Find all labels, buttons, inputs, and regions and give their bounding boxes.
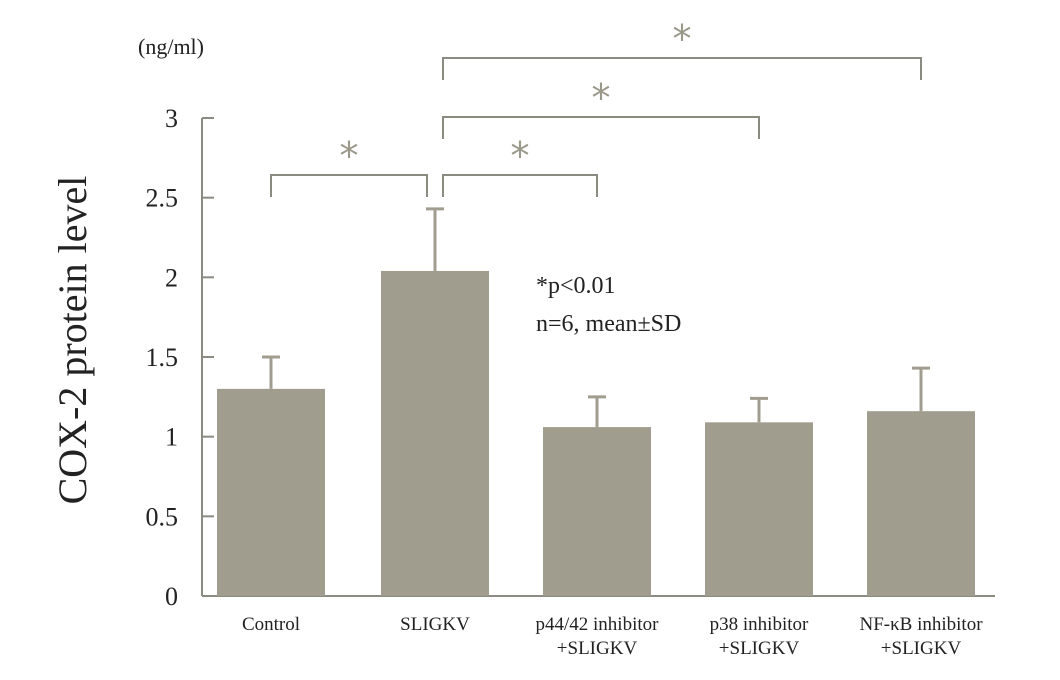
significance-star: *	[511, 134, 530, 178]
significance-star: *	[592, 76, 611, 120]
y-tick-label: 1	[165, 423, 178, 452]
significance-bracket	[442, 174, 598, 197]
x-tick-label: +SLIGKV	[719, 638, 800, 659]
x-tick-label: p38 inhibitor	[710, 614, 809, 635]
x-tick-label: Control	[242, 614, 300, 635]
significance-bracket	[442, 57, 922, 80]
bar	[217, 388, 325, 596]
significance-bracket	[270, 174, 428, 197]
bar	[867, 411, 975, 596]
y-tick-label: 0	[165, 582, 178, 611]
x-tick-label: p44/42 inhibitor	[536, 614, 660, 635]
x-tick-label: NF-κB inhibitor	[859, 614, 983, 635]
bar	[705, 422, 813, 596]
y-tick-label: 1.5	[146, 343, 179, 372]
annotation-p-value: *p<0.01	[536, 273, 616, 299]
significance-star: *	[673, 17, 692, 61]
y-tick-label: 2	[165, 263, 178, 292]
y-tick-label: 3	[165, 104, 178, 133]
bar	[381, 270, 489, 596]
x-tick-label: +SLIGKV	[881, 638, 962, 659]
annotation-sample-size: n=6, mean±SD	[536, 311, 681, 337]
unit-label: (ng/ml)	[138, 34, 204, 59]
x-tick-label: +SLIGKV	[557, 638, 638, 659]
significance-bracket	[442, 116, 760, 139]
bar	[543, 427, 651, 596]
y-axis-label: COX-2 protein level	[50, 176, 95, 505]
y-tick-label: 0.5	[146, 502, 179, 531]
x-tick-label: SLIGKV	[400, 614, 470, 635]
significance-star: *	[340, 134, 359, 178]
y-tick-label: 2.5	[146, 184, 179, 213]
